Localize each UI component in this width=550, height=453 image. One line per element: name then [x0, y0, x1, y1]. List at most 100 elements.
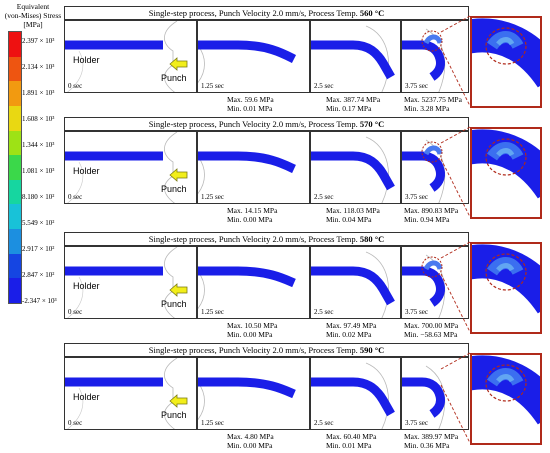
punch-outline — [198, 271, 205, 309]
simulation-frame: 1.25 sec — [197, 20, 310, 93]
time-label: 3.75 sec — [405, 419, 428, 427]
sheet-specimen — [198, 151, 296, 174]
simulation-frame: 3.75 sec — [401, 246, 469, 319]
stress-stats: Max. 5237.75 MPa Min. 3.28 MPa — [404, 95, 462, 113]
process-temp: 570 °C — [359, 119, 385, 129]
punch-outline — [198, 156, 205, 194]
zoom-stress-peak — [496, 374, 515, 383]
min-stress: Min. 0.00 MPa — [227, 441, 273, 450]
legend-title-line: Equivalent — [16, 2, 50, 11]
color-scale-band — [9, 204, 21, 230]
sheet-specimen — [402, 40, 445, 81]
color-scale-label: 8.180 × 10² — [22, 193, 55, 201]
min-stress: Min. 0.01 MPa — [326, 441, 372, 450]
sheet-specimen — [402, 377, 445, 418]
frame-strip: Holder Punch 0 sec 1.25 sec 2.5 sec 3.75 sec — [64, 357, 469, 430]
punch-outline — [365, 251, 389, 318]
punch-outline — [164, 132, 178, 203]
stress-stats: Max. 59.6 MPa Min. 0.01 MPa — [227, 95, 274, 113]
punch-label: Punch — [161, 184, 187, 194]
punch-outline — [198, 382, 205, 420]
simulation-frame: Holder Punch 0 sec — [64, 20, 197, 93]
arrow-left-icon — [169, 57, 188, 71]
sheet-specimen — [311, 266, 395, 306]
simulation-row: Single-step process, Punch Velocity 2.0 … — [64, 343, 469, 453]
zoom-inset — [470, 353, 542, 445]
row-title: Single-step process, Punch Velocity 2.0 … — [64, 232, 469, 246]
zoom-inset — [470, 127, 542, 219]
zoom-circle — [421, 141, 443, 163]
stress-stats: Max. 700.00 MPa Min. −58.63 MPa — [404, 321, 458, 339]
row-title-text: Single-step process, Punch Velocity 2.0 … — [148, 119, 360, 129]
max-stress: Max. 389.97 MPa — [404, 432, 459, 441]
time-label: 2.5 sec — [314, 82, 334, 90]
color-scale-label: 1.608 × 10³ — [22, 115, 55, 123]
color-scale-band — [9, 179, 21, 205]
zoom-circle — [485, 253, 527, 291]
holder-label: Holder — [73, 392, 100, 402]
max-stress: Max. 5237.75 MPa — [404, 95, 462, 104]
max-stress: Max. 387.74 MPa — [326, 95, 381, 104]
zoom-circle — [485, 364, 527, 402]
legend-title-line: [MPa] — [23, 20, 43, 29]
color-scale-band — [9, 155, 21, 181]
punch-outline — [198, 45, 205, 83]
stress-stats: Max. 118.03 MPa Min. 0.04 MPa — [326, 206, 380, 224]
color-scale-band — [9, 56, 21, 82]
arrow-left-icon — [169, 394, 188, 408]
zoom-circle — [421, 256, 443, 278]
row-title-text: Single-step process, Punch Velocity 2.0 … — [148, 234, 360, 244]
color-scale-label: 2.917 × 10² — [22, 245, 55, 253]
row-title: Single-step process, Punch Velocity 2.0 … — [64, 343, 469, 357]
color-scale-label: 5.549 × 10² — [22, 219, 55, 227]
stress-concentration — [423, 145, 443, 156]
max-stress: Max. 700.00 MPa — [404, 321, 459, 330]
min-stress: Min. 0.02 MPa — [326, 330, 372, 339]
max-stress: Max. 890.83 MPa — [404, 206, 459, 215]
row-title: Single-step process, Punch Velocity 2.0 … — [64, 117, 469, 131]
row-title: Single-step process, Punch Velocity 2.0 … — [64, 6, 469, 20]
punch-outline — [365, 362, 389, 429]
time-label: 3.75 sec — [405, 193, 428, 201]
zoom-circle — [485, 27, 527, 65]
color-scale-label: 1.081 × 10³ — [22, 167, 55, 175]
color-scale-band — [9, 253, 21, 279]
simulation-frame: 2.5 sec — [310, 131, 401, 204]
color-scale-band — [9, 32, 21, 58]
punch-outline — [164, 21, 178, 92]
frame-strip: Holder Punch 0 sec 1.25 sec 2.5 sec 3.75 sec — [64, 246, 469, 319]
color-scale-band — [9, 130, 21, 156]
color-scale-band — [9, 278, 21, 304]
min-stress: Min. 0.00 MPa — [227, 330, 273, 339]
frame-strip: Holder Punch 0 sec 1.25 sec 2.5 sec 3.75 sec — [64, 20, 469, 93]
sheet-specimen — [311, 151, 395, 191]
simulation-frame: 3.75 sec — [401, 357, 469, 430]
zoom-stress-peak — [496, 148, 515, 157]
stress-concentration — [423, 260, 443, 271]
time-label: 1.25 sec — [201, 419, 224, 427]
simulation-frame: 1.25 sec — [197, 357, 310, 430]
min-stress: Min. 0.01 MPa — [227, 104, 273, 113]
legend-title-line: (von-Mises) Stress — [4, 11, 62, 20]
min-stress: Min. 0.17 MPa — [326, 104, 372, 113]
time-label: 0 sec — [68, 193, 83, 201]
punch-outline — [164, 358, 178, 429]
arrow-left-icon — [169, 168, 188, 182]
time-label: 0 sec — [68, 419, 83, 427]
stress-stats: Max. 4.80 MPa Min. 0.00 MPa — [227, 432, 274, 450]
row-title-text: Single-step process, Punch Velocity 2.0 … — [148, 345, 360, 355]
zoom-stress-peak — [496, 263, 515, 272]
time-label: 2.5 sec — [314, 419, 334, 427]
simulation-frame: 1.25 sec — [197, 131, 310, 204]
holder-label: Holder — [73, 281, 100, 291]
holder-label: Holder — [73, 55, 100, 65]
legend-title: Equivalent (von-Mises) Stress [MPa] — [2, 2, 64, 29]
sheet-specimen — [311, 377, 395, 417]
time-label: 0 sec — [68, 82, 83, 90]
stress-stats: Max. 10.50 MPa Min. 0.00 MPa — [227, 321, 277, 339]
simulation-frame: Holder Punch 0 sec — [64, 131, 197, 204]
zoom-inset — [470, 242, 542, 334]
time-label: 1.25 sec — [201, 308, 224, 316]
zoom-circle — [485, 138, 527, 176]
simulation-frame: 2.5 sec — [310, 20, 401, 93]
